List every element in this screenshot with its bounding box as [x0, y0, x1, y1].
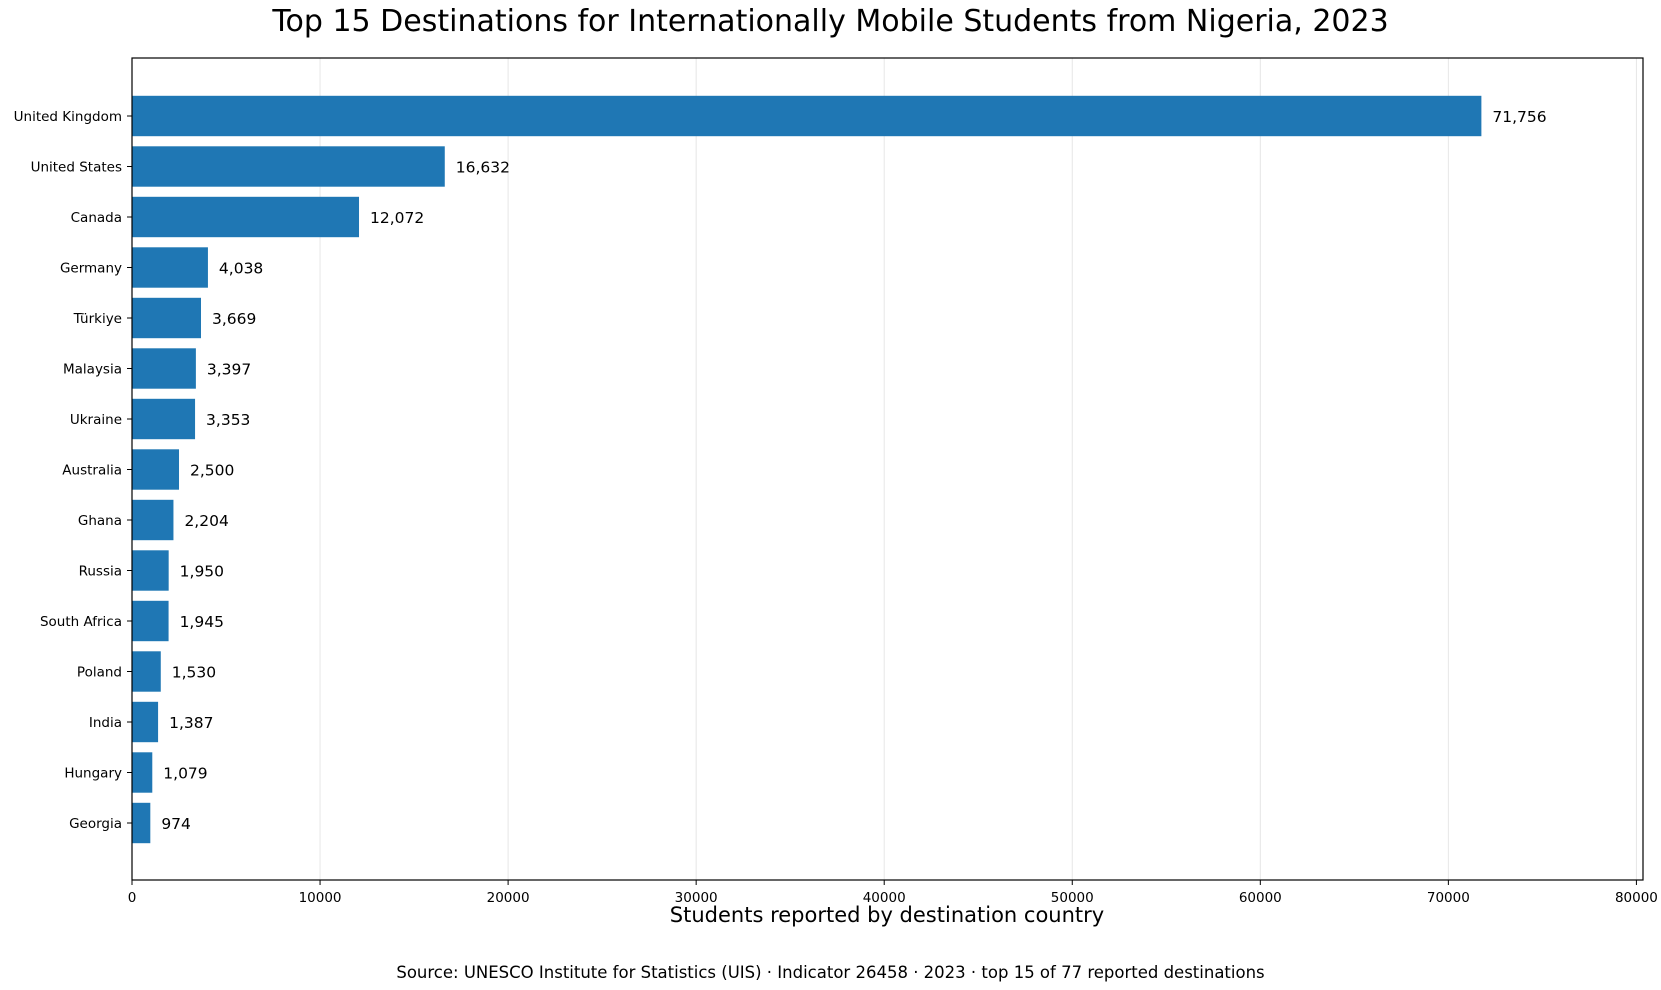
y-tick-label: Russia [79, 564, 122, 580]
data-label: 3,397 [207, 361, 251, 379]
source-note: Source: UNESCO Institute for Statistics … [396, 963, 1265, 982]
y-tick-label: Australia [62, 463, 122, 479]
data-label: 3,353 [206, 411, 250, 429]
y-tick-label: Canada [71, 210, 122, 226]
y-tick-label: Germany [60, 261, 122, 277]
bar [132, 247, 208, 288]
y-tick-label: United Kingdom [14, 109, 122, 125]
data-label: 71,756 [1492, 108, 1546, 126]
bar [132, 196, 360, 238]
y-tick-label: Ghana [78, 513, 122, 529]
data-label: 974 [161, 815, 191, 833]
x-axis-label: Students reported by destination country [669, 903, 1105, 927]
y-tick-label: Poland [77, 665, 122, 681]
data-label: 3,669 [212, 310, 256, 328]
bars [132, 95, 1482, 844]
data-label: 1,945 [180, 613, 224, 631]
data-label: 1,079 [163, 765, 207, 783]
bar [132, 297, 201, 339]
bar [132, 348, 196, 389]
x-tick-label: 30000 [675, 890, 718, 906]
y-tick-label: United States [31, 160, 122, 176]
y-tick-label: India [89, 715, 122, 731]
x-tick-label: 10000 [299, 890, 342, 906]
y-tick-label: Hungary [64, 766, 122, 782]
x-tick-label: 80000 [1615, 890, 1658, 906]
bar [132, 600, 169, 642]
y-tick-label: Malaysia [63, 362, 122, 378]
bar [132, 651, 161, 692]
bar [132, 701, 159, 743]
data-label: 16,632 [456, 159, 510, 177]
x-tick-label: 70000 [1427, 890, 1470, 906]
x-tick-label: 40000 [863, 890, 906, 906]
y-tick-label: Ukraine [70, 412, 122, 428]
y-tick-labels: United Kingdom United States Canada Germany… [14, 109, 132, 832]
bar [132, 449, 180, 490]
bar [132, 146, 445, 187]
x-tick-label: 60000 [1239, 890, 1282, 906]
bar [132, 95, 1482, 137]
data-label: 1,530 [172, 664, 216, 682]
bar [132, 398, 196, 440]
data-label: 2,500 [190, 462, 234, 480]
x-tick-labels: 0 10000 20000 30000 40000 50000 60000 70000 8000… [128, 880, 1658, 906]
data-labels: 71,756 16,632 12,072 4,038 3,669 3,397 3,353 2,… [161, 108, 1546, 833]
data-label: 12,072 [370, 209, 424, 227]
y-tick-label: Georgia [69, 816, 122, 832]
data-label: 2,204 [184, 512, 228, 530]
bar [132, 752, 153, 793]
data-label: 1,950 [180, 563, 224, 581]
data-label: 4,038 [219, 260, 263, 278]
data-label: 1,387 [169, 714, 213, 732]
x-tick-label: 0 [128, 890, 137, 906]
y-tick-label: South Africa [40, 614, 122, 630]
y-tick-label: Türkiye [73, 311, 122, 327]
bar [132, 499, 174, 541]
bar [132, 802, 151, 844]
x-tick-label: 50000 [1051, 890, 1094, 906]
chart-title: Top 15 Destinations for Internationally … [272, 4, 1389, 39]
plot-frame [131, 57, 1644, 881]
bar [132, 550, 169, 591]
x-tick-label: 20000 [487, 890, 530, 906]
